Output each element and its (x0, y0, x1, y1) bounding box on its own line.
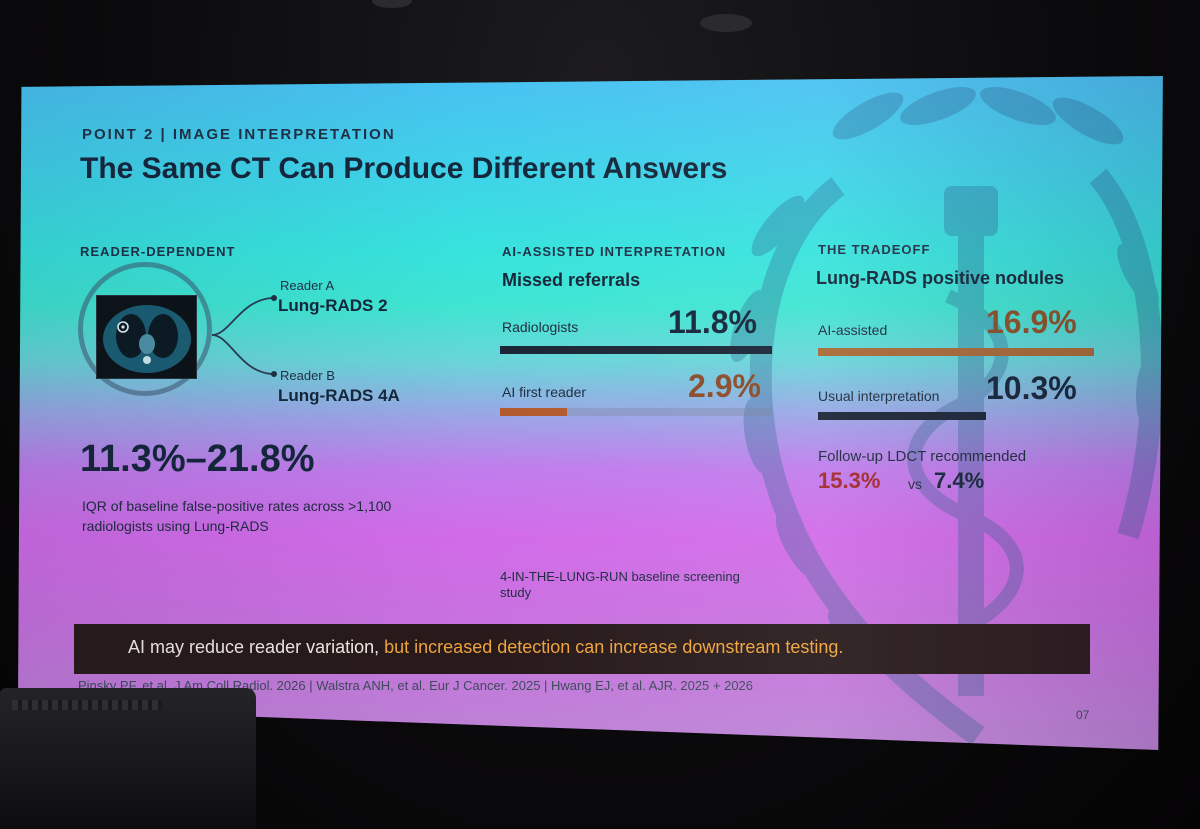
positive-nodules-subheading: Lung-RADS positive nodules (816, 268, 1065, 288)
usual-interpretation-value: 10.3% (986, 370, 1077, 406)
range-caption-line1: IQR of baseline false-positive rates acr… (82, 498, 392, 514)
false-positive-range: 11.3%–21.8% (80, 438, 315, 480)
page-number: 07 (1076, 708, 1090, 722)
study-name-line2: study (500, 585, 532, 600)
ai-first-reader-label: AI first reader (502, 384, 587, 400)
ct-scan-icon (96, 295, 197, 379)
followup-usual-value: 7.4% (934, 468, 985, 493)
reader-a-label: Reader A (280, 278, 335, 293)
takeaway-accent: but increased detection can increase dow… (384, 637, 844, 657)
followup-label: Follow-up LDCT recommended (818, 448, 1027, 465)
projector (0, 688, 256, 829)
radiologists-label: Radiologists (502, 319, 579, 335)
ceiling-light (372, 0, 412, 8)
slide-title: The Same CT Can Produce Different Answer… (80, 152, 728, 185)
projector-vent (12, 700, 162, 710)
takeaway-text: AI may reduce reader variation, but incr… (128, 637, 843, 658)
ceiling-light (700, 14, 752, 32)
ct-scan-ring (78, 262, 212, 396)
projection-screen: POINT 2 | IMAGE INTERPRETATION The Same … (18, 76, 1163, 750)
laurel-emblem-icon (730, 87, 1163, 745)
radiologists-bar (500, 346, 772, 354)
ai-first-reader-bar-track (500, 408, 772, 416)
ai-first-reader-bar (500, 408, 567, 416)
study-name-line1: 4-IN-THE-LUNG-RUN baseline screening (500, 569, 740, 584)
missed-referrals-subheading: Missed referrals (502, 270, 641, 290)
usual-interpretation-bar (818, 412, 987, 420)
reader-a-value: Lung-RADS 2 (278, 296, 388, 315)
ai-assisted-value: 16.9% (986, 304, 1077, 340)
reader-branch-connector (211, 295, 277, 377)
takeaway-start: AI may reduce reader variation, (128, 637, 380, 657)
ai-assisted-label: AI-assisted (818, 322, 888, 338)
followup-ai-value: 15.3% (818, 468, 881, 493)
slide-eyebrow: POINT 2 | IMAGE INTERPRETATION (82, 126, 396, 143)
range-caption-line2: radiologists using Lung-RADS (82, 518, 269, 534)
usual-interpretation-label: Usual interpretation (818, 388, 940, 404)
ai-first-reader-value: 2.9% (688, 368, 761, 404)
reader-b-label: Reader B (280, 368, 335, 383)
tradeoff-heading: THE TRADEOFF (818, 242, 931, 257)
takeaway-banner (74, 624, 1090, 674)
radiologists-value: 11.8% (668, 304, 757, 340)
ai-assisted-bar (818, 348, 1094, 356)
reader-b-value: Lung-RADS 4A (278, 386, 400, 405)
followup-vs: vs (908, 476, 922, 492)
ai-assisted-heading: AI-ASSISTED INTERPRETATION (502, 244, 727, 259)
reader-dependent-heading: READER-DEPENDENT (80, 244, 236, 259)
